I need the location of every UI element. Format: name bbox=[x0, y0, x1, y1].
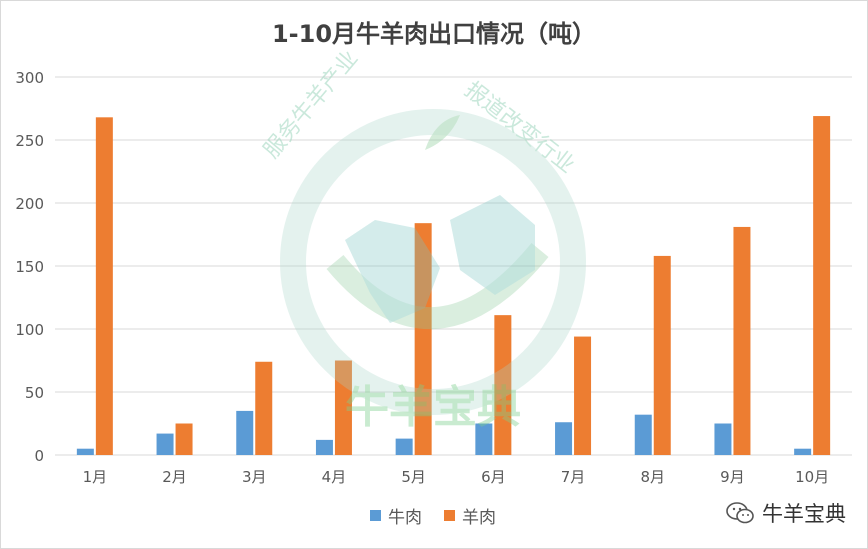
bar-beef-7 bbox=[555, 422, 573, 455]
bars-group bbox=[76, 116, 831, 455]
bar-beef-2 bbox=[156, 433, 174, 455]
y-tick-label: 200 bbox=[15, 195, 44, 213]
watermark-logo-text: 牛羊宝典 bbox=[345, 382, 521, 433]
x-tick-label: 2月 bbox=[162, 468, 187, 486]
bar-beef-4 bbox=[315, 439, 333, 455]
bar-mutton-10 bbox=[813, 116, 831, 455]
legend-label-mutton: 羊肉 bbox=[462, 508, 496, 528]
legend-swatch-mutton bbox=[444, 510, 455, 521]
bar-mutton-4 bbox=[334, 360, 352, 455]
bar-beef-1 bbox=[76, 448, 94, 455]
gridlines bbox=[55, 76, 852, 456]
bar-mutton-9 bbox=[733, 226, 751, 455]
x-tick-label: 3月 bbox=[242, 468, 267, 486]
y-axis-ticks: 0 50 100 150 200 250 300 bbox=[15, 69, 44, 465]
x-tick-label: 6月 bbox=[481, 468, 506, 486]
bar-mutton-3 bbox=[255, 361, 273, 455]
x-tick-label: 9月 bbox=[720, 468, 745, 486]
bar-beef-5 bbox=[395, 438, 413, 455]
x-tick-label: 8月 bbox=[640, 468, 665, 486]
bar-mutton-2 bbox=[175, 423, 193, 455]
bar-mutton-6 bbox=[494, 315, 512, 455]
bar-mutton-7 bbox=[574, 336, 592, 455]
bar-beef-3 bbox=[236, 410, 254, 455]
wechat-icon bbox=[726, 502, 754, 524]
y-tick-label: 100 bbox=[15, 321, 44, 339]
x-axis-ticks: 1月 2月 3月 4月 5月 6月 7月 8月 9月 10月 bbox=[83, 468, 830, 486]
y-tick-label: 50 bbox=[25, 384, 44, 402]
bar-mutton-8 bbox=[653, 255, 671, 455]
bar-beef-10 bbox=[794, 448, 812, 455]
bar-mutton-1 bbox=[95, 117, 113, 455]
legend-swatch-beef bbox=[370, 510, 381, 521]
x-tick-label: 10月 bbox=[795, 468, 829, 486]
brand-name: 牛羊宝典 bbox=[762, 502, 846, 526]
legend-label-beef: 牛肉 bbox=[388, 508, 422, 528]
x-tick-label: 1月 bbox=[83, 468, 108, 486]
y-tick-label: 250 bbox=[15, 132, 44, 150]
bar-beef-8 bbox=[634, 414, 652, 455]
y-tick-label: 150 bbox=[15, 258, 44, 276]
bar-beef-9 bbox=[714, 423, 732, 455]
y-tick-label: 0 bbox=[34, 447, 44, 465]
bar-beef-6 bbox=[475, 423, 493, 455]
brand-badge: 牛羊宝典 bbox=[726, 498, 846, 528]
legend-item-mutton: 羊肉 bbox=[444, 503, 496, 528]
bar-mutton-5 bbox=[414, 223, 432, 455]
x-tick-label: 7月 bbox=[561, 468, 586, 486]
legend-item-beef: 牛肉 bbox=[370, 503, 422, 528]
y-tick-label: 300 bbox=[15, 69, 44, 87]
chart-title: 1-10月牛羊肉出口情况（吨） bbox=[271, 20, 597, 48]
x-tick-label: 4月 bbox=[322, 468, 347, 486]
x-tick-label: 5月 bbox=[401, 468, 426, 486]
chart-legend: 牛肉 羊肉 bbox=[370, 503, 518, 528]
